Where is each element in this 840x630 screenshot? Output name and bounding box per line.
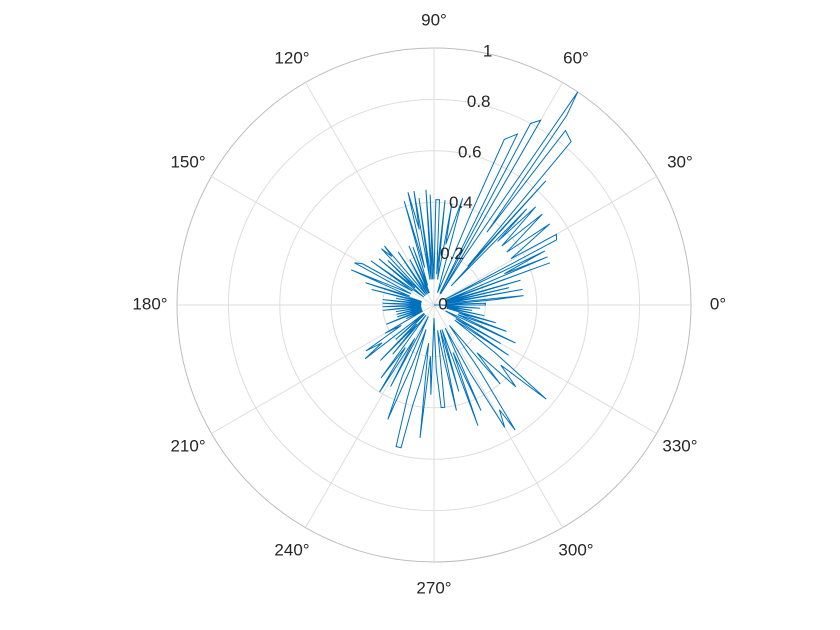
series-line-0 [350,91,579,449]
r-tick-label-0.2: 0.2 [440,244,464,263]
theta-tick-label-180: 180° [132,294,167,313]
theta-tick-label-30: 30° [667,152,693,171]
r-label-layer: 0 0.2 0.4 0.6 0.8 1 [438,41,492,313]
r-tick-label-0.8: 0.8 [467,92,491,111]
r-tick-label-0: 0 [438,294,447,313]
theta-tick-label-300: 300° [558,540,593,559]
theta-tick-label-60: 60° [563,49,589,68]
theta-gridline-150 [211,176,435,306]
theta-tick-label-270: 270° [416,578,451,597]
theta-gridline-300 [433,304,563,528]
r-tick-label-1: 1 [483,41,492,60]
theta-tick-label-150: 150° [170,152,205,171]
theta-label-layer: 0° 30° 60° 90° 120° 150° 180° 210° 240° 270° 300° 3… [132,10,726,597]
theta-tick-label-120: 120° [274,49,309,68]
theta-tick-label-210: 210° [170,436,205,455]
r-tick-label-0.6: 0.6 [458,143,482,162]
theta-tick-label-90: 90° [421,10,447,29]
theta-gridline-120 [305,82,435,306]
theta-tick-label-330: 330° [662,436,697,455]
theta-tick-label-240: 240° [274,540,309,559]
r-tick-label-0.4: 0.4 [449,193,473,212]
theta-tick-label-0: 0° [710,294,726,313]
series-layer [350,91,579,449]
